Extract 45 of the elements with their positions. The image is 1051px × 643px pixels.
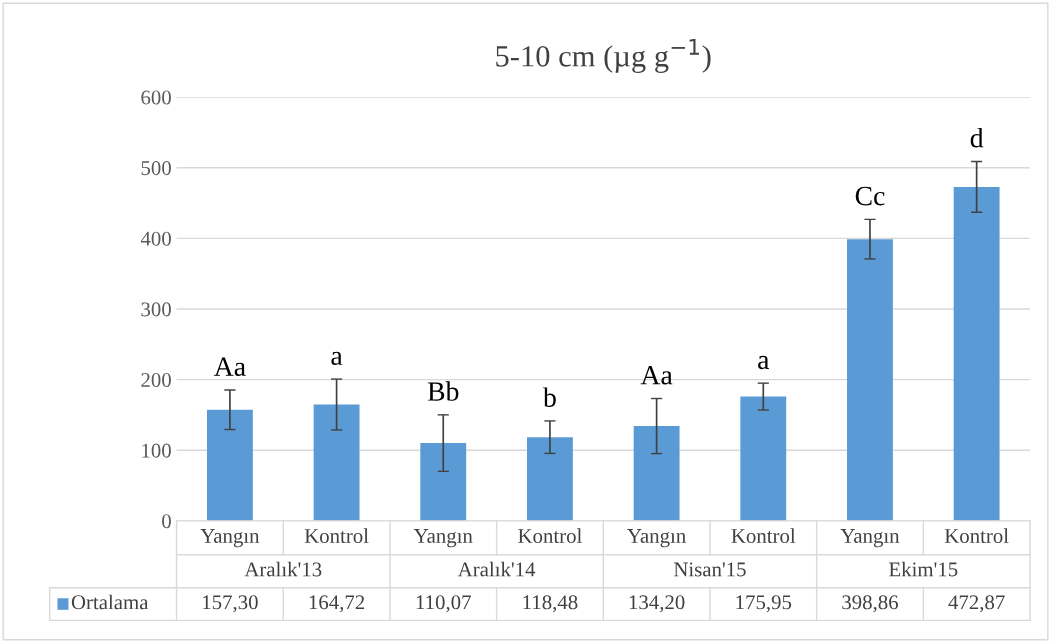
- data-label: 110,07: [416, 595, 471, 613]
- annotation: b: [542, 387, 556, 407]
- bar: [527, 437, 573, 521]
- annotation: Aa: [640, 365, 673, 385]
- legend-label: Ortalama: [71, 594, 149, 610]
- annotation: a: [758, 355, 770, 370]
- y-tick-label: 400: [140, 231, 171, 246]
- annotation: a: [331, 351, 343, 366]
- text: Nisan'15: [673, 562, 746, 577]
- y-tick-label: 0: [162, 514, 171, 529]
- annotation: Aa: [213, 357, 246, 376]
- x-tick-label: Kontrol: [731, 528, 796, 543]
- x-tick-label: Kontrol: [944, 528, 1009, 543]
- x-tick-label: Yangın: [627, 529, 686, 548]
- y-tick-label: 100: [142, 443, 171, 458]
- bar: [847, 239, 893, 521]
- bar: [206, 409, 253, 521]
- chart-title: 5-10 cm (µg g$^{−1}$): [496, 39, 711, 73]
- text: Aralık'13: [244, 561, 322, 577]
- x-tick-label: Kontrol: [304, 528, 369, 543]
- y-tick-label: 600: [141, 90, 171, 105]
- bar: [953, 186, 1000, 521]
- x-tick-label: Kontrol: [518, 528, 582, 543]
- data-label: 157,30: [203, 595, 258, 613]
- x-tick-label: Yangın: [840, 529, 900, 548]
- bar: [420, 443, 467, 521]
- data-label: 164,72: [309, 595, 365, 613]
- text: Aralık'14: [457, 561, 536, 577]
- text: Ekim'15: [889, 561, 958, 577]
- bar: [740, 396, 787, 521]
- annotation: d: [970, 127, 984, 148]
- annotation: Bb: [427, 381, 459, 401]
- x-tick-label: Yangın: [200, 529, 260, 548]
- data-label: 175,95: [736, 595, 792, 613]
- data-label: 398,86: [842, 595, 898, 613]
- data-label: 134,20: [629, 595, 685, 613]
- bar: [313, 404, 360, 521]
- data-label: 118,48: [523, 595, 578, 613]
- y-tick-label: 300: [141, 302, 171, 317]
- annotation: Cc: [855, 186, 885, 206]
- bar: [633, 426, 680, 521]
- data-label: 472,87: [948, 595, 1005, 613]
- y-tick-label: 500: [141, 161, 171, 176]
- y-tick-label: 200: [141, 372, 171, 388]
- x-tick-label: Yangın: [413, 529, 473, 548]
